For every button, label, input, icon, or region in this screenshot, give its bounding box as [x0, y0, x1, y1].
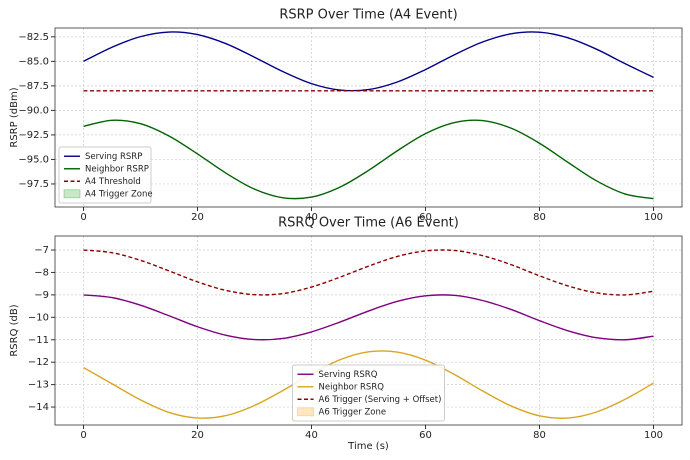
legend: Serving RSRP Neighbor RSRP A4 Threshold A4 …: [58, 146, 153, 204]
x-tick-label: 100: [644, 212, 663, 223]
y-tick-label: −97.5: [18, 179, 49, 190]
x-tick-label: 40: [305, 212, 318, 223]
x-tick-label: 60: [419, 430, 432, 441]
y-tick-label: −85.0: [18, 56, 49, 67]
legend: Serving RSRQ Neighbor RSRQ A6 Trigger (Ser…: [292, 364, 445, 422]
y-tick-label: −14: [28, 402, 49, 413]
legend-frame: [292, 364, 445, 422]
legend-label: Serving RSRQ: [319, 370, 378, 380]
x-tick-label: 40: [305, 430, 318, 441]
x-tick-label: 0: [80, 212, 86, 223]
subplot: RSRQ Over Time (A6 Event) RSRQ (dB) Time (…: [9, 216, 683, 452]
legend-label: Serving RSRP: [85, 152, 142, 162]
y-tick-label: −10: [28, 312, 49, 323]
y-tick-label: −13: [28, 380, 49, 391]
y-tick-label: −8: [34, 267, 49, 278]
x-tick-label: 60: [419, 212, 432, 223]
x-tick-label: 80: [533, 212, 546, 223]
y-tick-label: −95.0: [18, 154, 49, 165]
x-tick-label: 20: [191, 212, 204, 223]
y-tick-label: −82.5: [18, 32, 49, 43]
series-line: [83, 249, 654, 296]
subplot: RSRP Over Time (A4 Event) RSRP (dBm) 0 20 40…: [9, 8, 683, 223]
y-tick-label: −7: [34, 245, 49, 256]
y-tick-label: −92.5: [18, 130, 49, 141]
legend-label: A6 Trigger (Serving + Offset): [319, 395, 442, 405]
y-tick-label: −90.0: [18, 105, 49, 116]
subplot-title: RSRQ Over Time (A6 Event): [278, 216, 459, 231]
x-tick-label: 0: [80, 430, 86, 441]
legend-swatch: [63, 189, 81, 199]
series-line: [83, 294, 654, 341]
x-tick-label: 20: [191, 430, 204, 441]
y-axis-label: RSRQ (dB): [9, 304, 20, 356]
y-tick-label: −9: [34, 290, 49, 301]
plot-frame: [54, 27, 683, 208]
y-axis-label: RSRP (dBm): [9, 87, 20, 147]
y-tick-label: −12: [28, 357, 49, 368]
x-axis-label: Time (s): [347, 441, 389, 452]
legend-label: Neighbor RSRP: [85, 164, 149, 174]
series-line: [83, 31, 654, 92]
legend-label: A4 Trigger Zone: [85, 189, 153, 199]
y-tick-label: −11: [28, 335, 49, 346]
subplot-title: RSRP Over Time (A4 Event): [279, 8, 457, 23]
legend-label: A4 Threshold: [85, 177, 141, 187]
x-tick-label: 100: [644, 430, 663, 441]
plot-frame: [54, 235, 683, 426]
y-tick-label: −87.5: [18, 81, 49, 92]
x-tick-label: 80: [533, 430, 546, 441]
series-line: [83, 350, 654, 419]
legend-swatch: [297, 407, 314, 417]
legend-label: A6 Trigger Zone: [319, 407, 387, 417]
series-line: [83, 119, 654, 200]
legend-frame: [58, 146, 152, 204]
legend-label: Neighbor RSRQ: [319, 382, 385, 392]
